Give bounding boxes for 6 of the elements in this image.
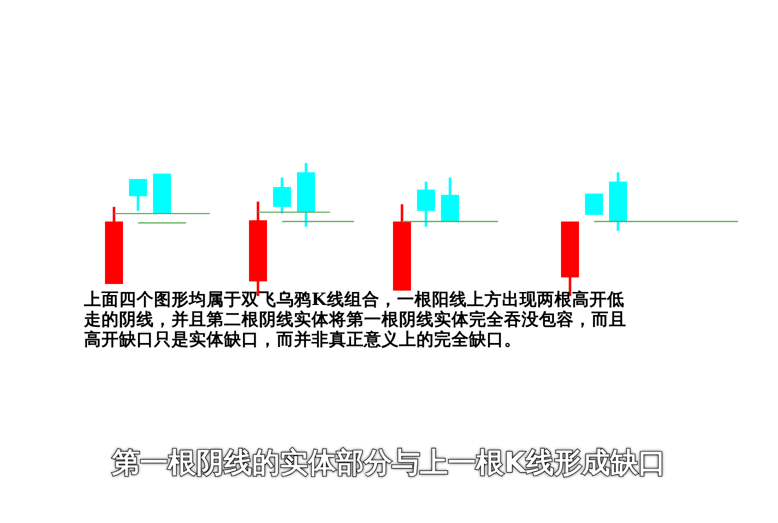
- candlestick: [585, 192, 603, 216]
- candlestick: [417, 180, 435, 228]
- candlestick: [273, 176, 291, 215]
- text: 第一根阴线的实体部分与上一根K线形成缺口: [110, 445, 667, 481]
- annotation: 上面四个图形均属于双飞乌鸦K线组合，一根阳线上方出现两根高开低走的阴线，并且第二根阴线实体将第一根阴线实体完全吞没包容，而且高开缺口只是实体缺口，而并非真正意义上的完全缺口。: [84, 290, 628, 350]
- candlestick: [129, 178, 147, 212]
